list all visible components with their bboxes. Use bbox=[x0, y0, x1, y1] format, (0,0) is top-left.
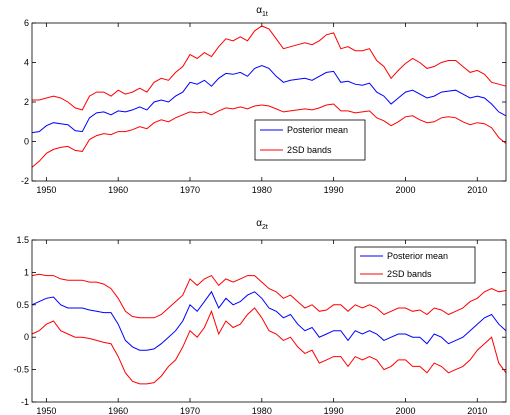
series-lines-alpha-1t bbox=[31, 25, 507, 168]
chart-title-alpha-2t: α2t bbox=[256, 218, 268, 231]
sd-band-line bbox=[31, 273, 507, 319]
sd-band-line bbox=[31, 103, 507, 168]
x-tick-label: 2010 bbox=[467, 185, 487, 195]
sd-band-line bbox=[31, 307, 507, 385]
y-tick-label: 6 bbox=[24, 18, 29, 28]
y-tick-label: 0.5 bbox=[16, 300, 29, 310]
series-lines-alpha-2t bbox=[31, 273, 507, 385]
x-tick-label: 2000 bbox=[395, 185, 415, 195]
chart-title-subscript: 2t bbox=[262, 224, 268, 231]
x-tick-label: 1950 bbox=[36, 185, 56, 195]
plot-frame-alpha-1t bbox=[31, 22, 507, 182]
chart-title-symbol: α bbox=[256, 5, 262, 16]
x-tick-label: 2010 bbox=[467, 406, 487, 415]
y-axis-ticks-alpha-2t: -1 -0.5 0 0.5 1 1.5 bbox=[13, 235, 506, 407]
y-tick-label: 0 bbox=[24, 332, 29, 342]
chart-panel-alpha-2t: α2t -1 -0.5 0 0.5 1 1.5 1950 1960 1970 1980 1990 2… bbox=[13, 218, 507, 415]
x-axis-ticks-alpha-2t: 1950 1960 1970 1980 1990 2000 2010 bbox=[36, 240, 487, 415]
y-tick-label: -0.5 bbox=[13, 365, 29, 375]
legend-box bbox=[354, 246, 476, 284]
x-tick-label: 1990 bbox=[324, 406, 344, 415]
posterior-mean-line bbox=[31, 64, 507, 134]
y-tick-label: 1 bbox=[24, 267, 29, 277]
x-tick-label: 1960 bbox=[108, 406, 128, 415]
chart-title-symbol: α bbox=[256, 218, 262, 229]
y-tick-label: -1 bbox=[21, 397, 29, 407]
sd-band-line bbox=[32, 25, 507, 111]
x-tick-label: 1990 bbox=[324, 185, 344, 195]
plot-frame-alpha-2t bbox=[31, 239, 507, 403]
y-tick-label: 2 bbox=[24, 97, 29, 107]
legend-alpha-2t: Posterior mean 2SD bands bbox=[354, 246, 476, 284]
x-tick-label: 1980 bbox=[252, 406, 272, 415]
x-tick-label: 1980 bbox=[252, 185, 272, 195]
x-tick-label: 1950 bbox=[36, 406, 56, 415]
posterior-mean-line bbox=[31, 290, 507, 351]
chart-title-subscript: 1t bbox=[262, 11, 268, 18]
legend-label: Posterior mean bbox=[387, 251, 448, 261]
chart-title-alpha-1t: α1t bbox=[256, 5, 268, 18]
legend-alpha-1t: Posterior mean 2SD bands bbox=[254, 119, 366, 161]
y-tick-label: -2 bbox=[21, 176, 29, 186]
legend-label: Posterior mean bbox=[287, 125, 348, 135]
x-tick-label: 1970 bbox=[180, 406, 200, 415]
legend-label: 2SD bands bbox=[387, 269, 432, 279]
x-tick-label: 2000 bbox=[395, 406, 415, 415]
x-tick-label: 1970 bbox=[180, 185, 200, 195]
y-tick-label: 0 bbox=[24, 137, 29, 147]
y-tick-label: 1.5 bbox=[16, 235, 29, 245]
y-tick-label: 4 bbox=[24, 58, 29, 68]
x-axis-ticks-alpha-1t: 1950 1960 1970 1980 1990 2000 2010 bbox=[36, 23, 487, 195]
x-tick-label: 1960 bbox=[108, 185, 128, 195]
legend-box bbox=[254, 119, 366, 161]
legend-label: 2SD bands bbox=[287, 145, 332, 155]
